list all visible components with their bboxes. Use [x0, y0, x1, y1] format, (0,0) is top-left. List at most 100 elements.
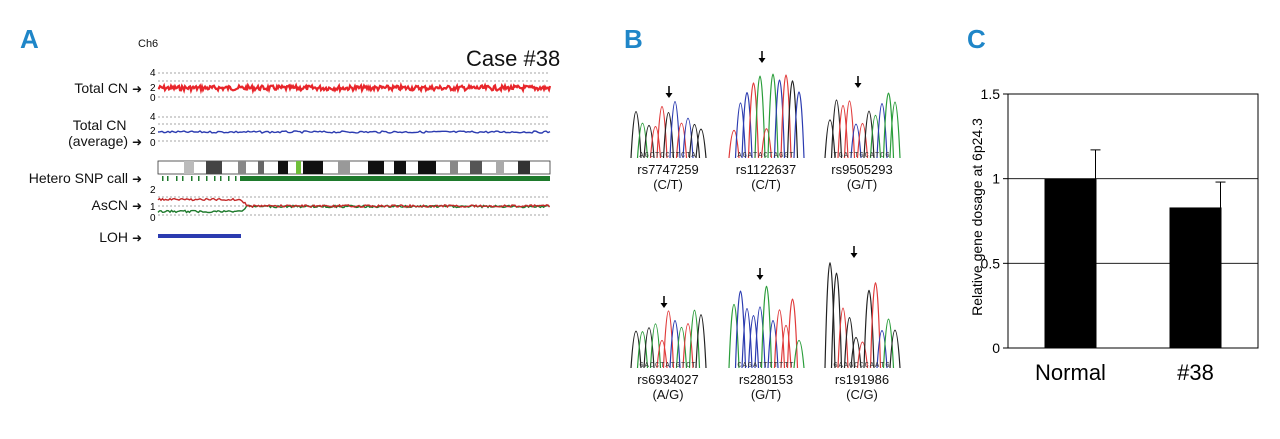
y-tick-label: 0.5: [981, 255, 1001, 271]
chromatogram-peak: [760, 286, 773, 369]
chromatogram-peak: [695, 314, 707, 369]
chromatogram-peak: [643, 327, 655, 369]
chromatogram-peak: [830, 99, 843, 159]
chromatogram-peak: [643, 124, 655, 159]
track-label-loh: LOH ➜: [99, 229, 142, 245]
total-cn-track: 4 2 0: [150, 68, 552, 104]
chromatogram-peak: [741, 308, 753, 369]
chromatogram-peak: [630, 110, 642, 159]
chromatogram-peak: [767, 320, 779, 369]
chromatogram-peak: [675, 122, 688, 159]
chromatogram-peak: [734, 290, 747, 369]
chromatogram-peak: [876, 103, 888, 159]
snp-rs9505293: TGATTGCATCG rs9505293 (G/T): [812, 152, 912, 192]
chromatogram-peak: [856, 122, 869, 159]
chromatogram-peak: [636, 122, 649, 159]
snp-arrow-head: [665, 93, 673, 98]
chromatogram-peak: [850, 123, 862, 159]
chromatogram-peak: [837, 104, 849, 159]
chromatogram-peak: [882, 92, 895, 159]
chromatogram-peak: [754, 306, 766, 369]
chromatogram-peak: [747, 315, 760, 369]
snp-tick: [182, 176, 184, 181]
chromosome-ideogram: [157, 160, 551, 175]
total-cn-tick-2: 2: [150, 83, 156, 94]
snp-arrow-head: [854, 83, 862, 88]
chromatogram-peak: [630, 330, 642, 369]
copy-number-tracks: 4 2 0 4 2 0: [150, 68, 552, 238]
chromatogram-peak: [773, 79, 786, 159]
x-category-label: Normal: [1035, 360, 1106, 385]
snp-tick: [214, 176, 216, 181]
seq-1: AGCTCCTTCTA: [639, 152, 697, 160]
total-cn-signal: [157, 81, 552, 95]
seq-4: GACCTATGTCT: [639, 362, 697, 370]
snp-tick: [162, 176, 164, 181]
chromatogram-peak: [837, 307, 849, 369]
ascn-tick-0: 0: [150, 213, 156, 224]
chromatogram-peak: [728, 130, 740, 159]
avg-tick-2: 2: [150, 126, 156, 137]
chromatogram-1: [630, 86, 707, 159]
chromatogram-peak: [754, 75, 766, 159]
chromatogram-peak: [682, 323, 694, 369]
snp-rs6934027: GACCTATGTCT rs6934027 (A/G): [618, 362, 718, 402]
chromatogram-peak: [856, 341, 869, 369]
chromatogram-peak: [734, 102, 747, 159]
total-cn-tick-0: 0: [150, 93, 156, 104]
track-label-total-cn-average: Total CN (average) ➜: [68, 117, 142, 149]
ascn-track: 2 1 0: [150, 185, 551, 224]
chromatogram-peak: [636, 331, 649, 369]
track-label-ascn: AsCN ➜: [91, 197, 142, 213]
chromatogram-peak: [780, 74, 792, 159]
chromatogram-peak: [662, 111, 675, 159]
seq-5: CAGATTTTTTT: [737, 362, 795, 370]
snp-rs191986: GAAGCCCAATG rs191986 (C/G): [812, 362, 912, 402]
chromatogram-5: [728, 268, 805, 369]
x-category-label: #38: [1177, 360, 1214, 385]
snp-tick: [235, 176, 237, 181]
panel-letter-a: A: [20, 24, 39, 54]
chromatogram-2: [728, 51, 805, 159]
snp-tick: [176, 176, 178, 181]
chromatogram-peak: [662, 310, 675, 369]
chromatogram-6: [824, 246, 901, 369]
chromatograms: [630, 51, 901, 369]
chromatogram-peak: [741, 91, 753, 159]
ascn-tick-1: 1: [150, 202, 156, 213]
seq-2: AGATACTAGGT: [737, 152, 795, 160]
chromatogram-peak: [850, 336, 862, 369]
hetero-snp-track: [158, 176, 550, 181]
chromatogram-peak: [793, 340, 805, 369]
chromatogram-peak: [780, 325, 792, 369]
chromatogram-peak: [656, 105, 668, 159]
panel-letter-b: B: [624, 24, 643, 54]
ascn-tick-2: 2: [150, 185, 156, 196]
avg-tick-4: 4: [150, 112, 156, 123]
chromatogram-peak: [869, 115, 882, 159]
chromatogram-peak: [889, 329, 901, 369]
chromatogram-peak: [669, 320, 681, 369]
track-label-hetero-snp: Hetero SNP call ➜: [28, 170, 142, 186]
seq-3: TGATTGCATCG: [833, 152, 891, 160]
chromatogram-4: [630, 296, 707, 369]
snp-tick: [206, 176, 208, 181]
chromatogram-peak: [728, 303, 740, 369]
chromatogram-peak: [695, 128, 707, 159]
snp-rs280153: CAGATTTTTTT rs280153 (G/T): [716, 362, 816, 402]
chromatogram-peak: [688, 123, 701, 159]
chromatogram-peak: [688, 310, 701, 369]
snp-arrow-head: [660, 303, 668, 308]
chromatogram-peak: [824, 119, 836, 159]
chromatogram-peak: [682, 118, 694, 159]
panel-letter-c: C: [967, 24, 986, 54]
chromatogram-peak: [793, 91, 805, 159]
chromatogram-peak: [760, 128, 773, 159]
snp-tick: [220, 176, 222, 181]
chromatogram-peak: [786, 80, 799, 159]
y-tick-label: 1: [992, 171, 1000, 187]
snp-arrow-head: [756, 275, 764, 280]
y-tick-label: 0: [992, 340, 1000, 356]
chromatogram-peak: [675, 327, 688, 369]
seq-6: GAAGCCCAATG: [833, 362, 891, 370]
